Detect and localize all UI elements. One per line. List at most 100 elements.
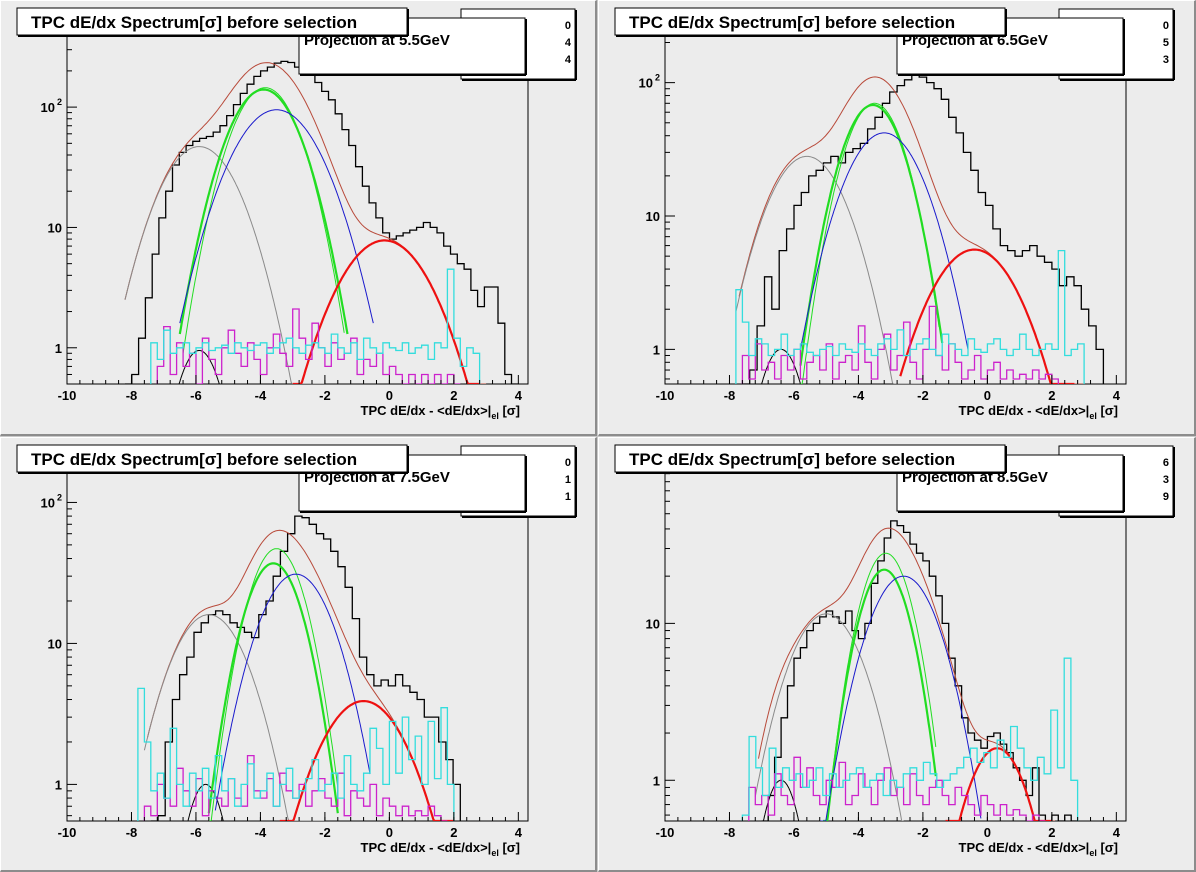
y-tick-sup: 2 [57,492,62,502]
fit-electron_red [945,747,1052,821]
x-tick-label: 2 [1048,388,1055,403]
plot-pad-2[interactable]: -10 -8 -6 -4 -2 0 2 4 1 10 10 2 TPC dE/dx - <dE/dx>|… [0,437,597,872]
x-tick-label: 2 [1048,825,1055,840]
stats-value: 3 [1163,54,1169,66]
x-tick-label: -2 [319,388,331,403]
plot-pad-1[interactable]: -10 -8 -6 -4 -2 0 2 4 1 10 10 2 TPC dE/dx - <dE/dx>|… [598,0,1196,436]
x-tick-label: 0 [984,825,991,840]
hist-magenta_hist [741,305,1059,384]
stats-value: 5 [1163,37,1169,49]
plot-pad-0[interactable]: -10 -8 -6 -4 -2 0 2 4 1 10 10 2 TPC dE/dx - <dE/dx>|… [0,0,597,436]
fit-pion_green_thin [208,548,339,821]
stats-value: 4 [565,37,572,49]
plot-frame [66,459,529,822]
x-tick-label: -8 [724,825,736,840]
x-tick-label: 4 [515,388,523,403]
y-tick-label: 10 [41,495,55,510]
plot-frame [66,22,529,385]
y-tick-label: 10 [41,100,55,115]
hist-magenta_hist [748,756,1046,821]
x-tick-label: -10 [656,825,675,840]
chart-title: TPC dE/dx Spectrum[σ] before selection [31,13,357,32]
chart-title: TPC dE/dx Spectrum[σ] before selection [31,450,357,469]
x-tick-label: -4 [853,388,865,403]
y-tick-label: 1 [55,341,62,356]
x-tick-label: -6 [190,388,202,403]
x-tick-label: -4 [255,825,267,840]
hist-data [125,60,519,384]
hist-cyan_hist [741,657,1079,821]
hist-cyan_hist [735,249,1085,384]
x-tick-label: -8 [126,388,138,403]
y-tick-sup: 2 [57,97,62,107]
x-tick-label: -10 [58,825,77,840]
plot-frame [664,459,1127,822]
y-tick-label: 1 [653,342,660,357]
stats-value: 3 [1163,474,1169,486]
plot-frame [664,22,1127,385]
x-tick-label: -4 [255,388,267,403]
x-axis-title: TPC dE/dx - <dE/dx>|el [σ] [361,403,520,421]
x-tick-label: 2 [450,388,457,403]
x-tick-label: -6 [190,825,202,840]
hist-data [150,515,461,821]
stats-value: 1 [565,474,571,486]
stats-value: 0 [565,457,571,469]
fit-kaon_gray [143,614,325,821]
fit-kaon_gray [735,155,923,384]
y-tick-label: 1 [653,773,660,788]
chart-title: TPC dE/dx Spectrum[σ] before selection [629,13,955,32]
hist-data [742,73,1105,384]
fit-total_fit [124,62,487,384]
stats-value: 6 [1163,457,1169,469]
x-axis-title: TPC dE/dx - <dE/dx>|el [σ] [959,840,1118,858]
x-tick-label: 4 [1113,388,1121,403]
chart-title: TPC dE/dx Spectrum[σ] before selection [629,450,955,469]
fit-kaon_gray [754,613,904,821]
y-tick-label: 1 [55,777,62,792]
fit-pion_green [823,568,937,821]
stats-value: 9 [1163,491,1169,503]
fit-pion_green [178,88,349,335]
x-tick-label: -8 [126,825,138,840]
y-tick-sup: 2 [655,73,660,83]
fit-pion_green_thin [800,102,940,384]
y-tick-label: 10 [646,616,660,631]
chart-svg-3: -10 -8 -6 -4 -2 0 2 4 1 10 TPC dE/dx - <dE/dx>|el … [614,444,1175,858]
x-tick-label: -2 [917,825,929,840]
x-axis-title: TPC dE/dx - <dE/dx>|el [σ] [959,403,1118,421]
plot-area [124,60,519,384]
stats-value: 4 [565,54,572,66]
fit-blue_fit [819,575,982,821]
fit-blue_fit [799,132,969,350]
y-tick-label: 10 [639,76,653,91]
x-tick-label: -2 [319,825,331,840]
title-box [614,7,1006,36]
hist-magenta_hist [156,308,461,384]
x-tick-label: 0 [386,825,393,840]
fit-electron_red [292,239,480,384]
x-tick-label: 4 [515,825,523,840]
hist-cyan_hist [150,268,481,384]
plot-area [137,515,461,821]
fit-electron_red [899,248,1075,384]
stats-value: 1 [565,491,571,503]
hist-cyan_hist [137,687,455,821]
plot-area [741,520,1079,821]
fit-pion_green [799,103,944,366]
x-tick-label: -6 [788,388,800,403]
fit-kaon_gray [124,146,325,384]
stats-value: 0 [1163,20,1169,32]
hist-data [761,520,1078,821]
plot-pad-3[interactable]: -10 -8 -6 -4 -2 0 2 4 1 10 TPC dE/dx - <dE/dx>|el … [598,437,1196,872]
x-axis-title: TPC dE/dx - <dE/dx>|el [σ] [361,840,520,858]
y-tick-label: 10 [48,636,62,651]
plot-area [735,73,1105,384]
fit-total_fit [758,527,1056,821]
y-tick-label: 10 [646,209,660,224]
fit-blue_fit [179,109,374,324]
fit-proton_black [183,783,229,821]
x-tick-label: 4 [1113,825,1121,840]
